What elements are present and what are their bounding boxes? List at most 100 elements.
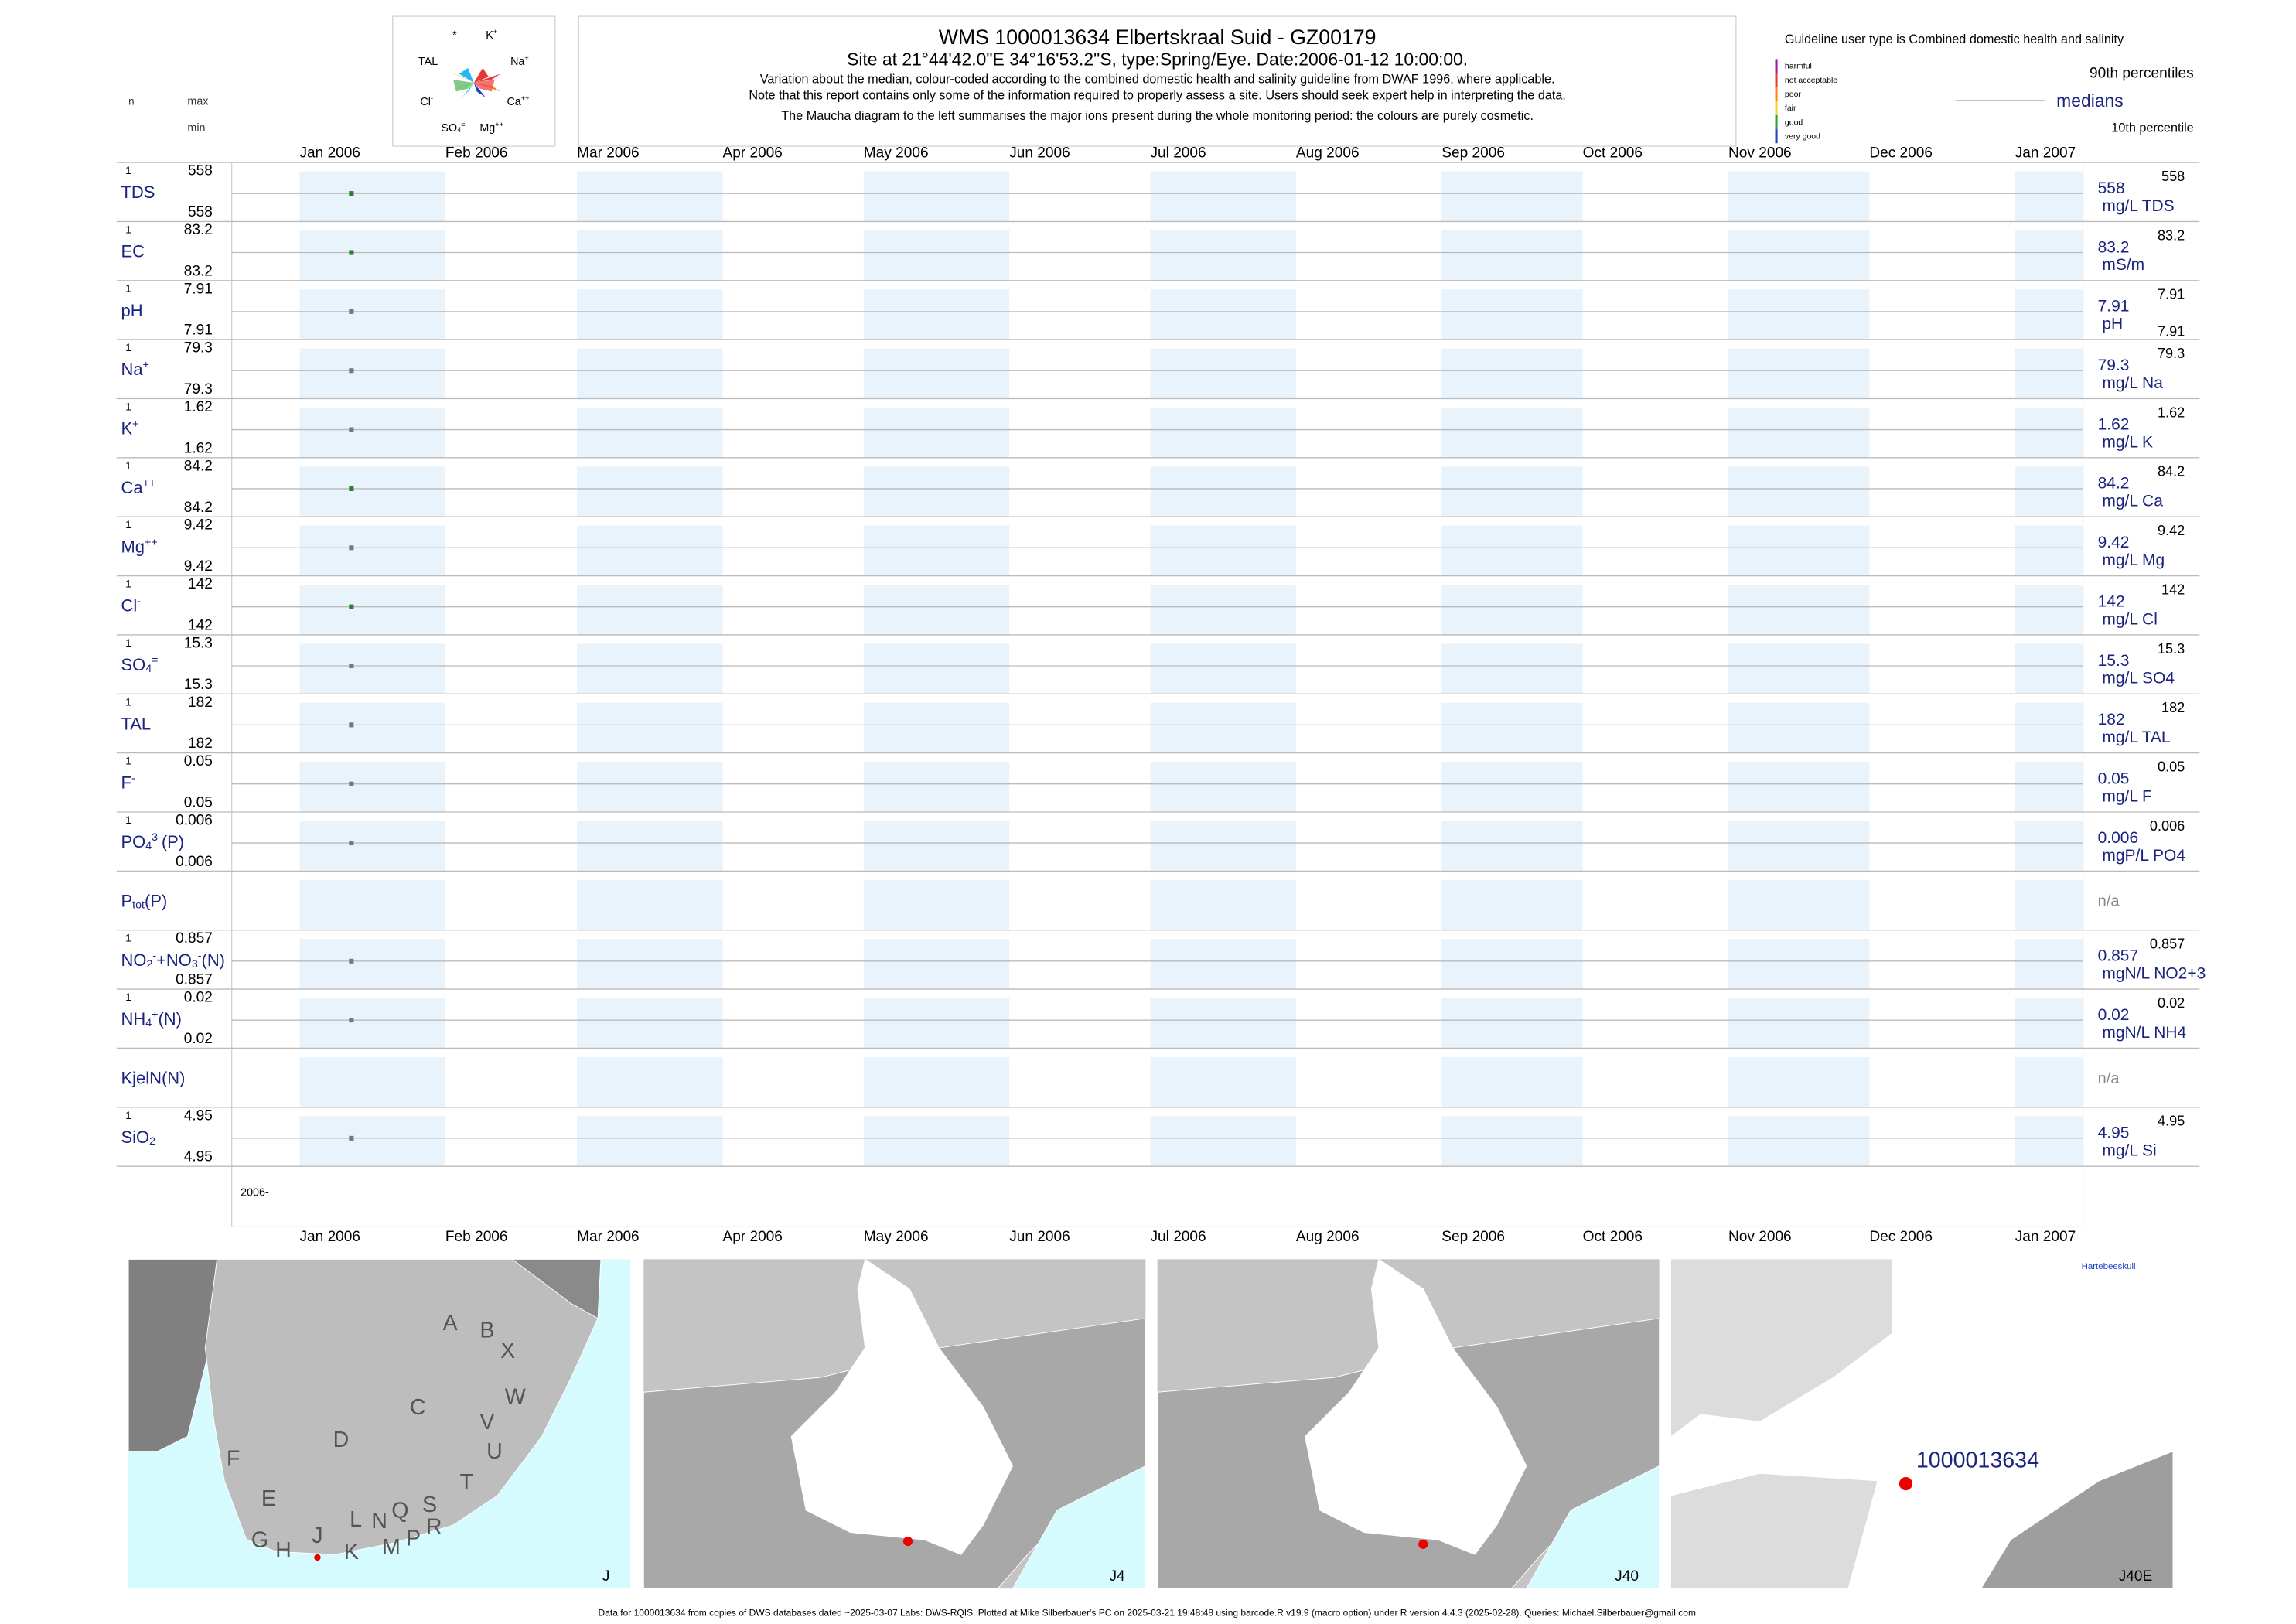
row-n: 1	[125, 460, 131, 472]
row-label: PO43-(P)	[121, 832, 185, 852]
row-max: 9.42	[184, 517, 213, 534]
month-band	[577, 998, 723, 1049]
label-part: K	[486, 29, 493, 42]
month-band	[299, 466, 445, 517]
month-band	[299, 525, 445, 576]
n-header: n	[128, 95, 134, 107]
row-median: 7.91	[2098, 298, 2130, 316]
row-max: 79.3	[184, 340, 213, 357]
month-band	[1150, 466, 1296, 517]
label-part: ++	[495, 121, 503, 129]
month-band	[863, 643, 1010, 694]
month-band	[2015, 289, 2083, 340]
row-n: 1	[125, 1110, 131, 1121]
x-tick-label: Sep 2006	[1441, 1229, 1505, 1245]
row-median: 182	[2098, 711, 2125, 728]
month-band	[577, 1056, 723, 1107]
row-p90: 1.62	[2158, 404, 2185, 420]
label-part: 3	[192, 958, 198, 971]
month-band	[863, 762, 1010, 812]
x-tick-label: Apr 2006	[722, 1229, 782, 1245]
label-part: Cl	[420, 96, 431, 108]
site-dot	[1418, 1539, 1428, 1549]
maucha-label: Cl-	[420, 94, 433, 107]
row-label: pH	[121, 301, 143, 320]
month-band	[1441, 585, 1583, 635]
label-part: ++	[143, 477, 156, 490]
region-letter: S	[422, 1493, 437, 1517]
sample-point	[349, 722, 354, 728]
x-tick-label: Jan 2006	[300, 145, 361, 162]
label-part: 4	[145, 1017, 152, 1029]
label-part: SO	[441, 122, 457, 135]
month-band	[1441, 1056, 1583, 1107]
month-band	[863, 1056, 1010, 1107]
row-median: 0.006	[2098, 829, 2139, 847]
row-unit: mg/L TDS	[2102, 197, 2174, 215]
row-min: 4.95	[184, 1149, 213, 1165]
month-band	[863, 585, 1010, 635]
map-land	[1980, 1450, 2174, 1589]
row-max: 15.3	[184, 635, 213, 651]
month-band	[1728, 998, 1870, 1049]
row-n: 1	[125, 933, 131, 944]
region-letter: T	[459, 1470, 473, 1495]
label-part: *	[452, 29, 457, 42]
legend-label: not acceptable	[1785, 77, 1837, 85]
map-sea	[1012, 1465, 1146, 1589]
map-land	[510, 1258, 602, 1319]
x-tick-label: Aug 2006	[1296, 145, 1360, 162]
month-band	[1728, 466, 1870, 517]
month-band	[1150, 879, 1296, 930]
row-min: 0.05	[184, 795, 213, 811]
month-band	[1150, 1056, 1296, 1107]
region-letter: H	[275, 1538, 292, 1563]
month-band	[577, 466, 723, 517]
sample-point	[349, 545, 354, 551]
sample-point	[349, 486, 354, 491]
row-unit: mgN/L NH4	[2102, 1024, 2186, 1042]
x-tick-label: Feb 2006	[445, 1229, 508, 1245]
sample-point	[349, 1135, 354, 1141]
row-median: 84.2	[2098, 475, 2130, 493]
row-unit: mgP/L PO4	[2102, 847, 2185, 865]
label-part: -	[137, 595, 141, 608]
label-part: SO	[121, 655, 146, 674]
month-band	[577, 762, 723, 812]
month-band	[1150, 230, 1296, 281]
month-band	[1150, 702, 1296, 753]
row-unit: pH	[2102, 316, 2123, 333]
month-band	[1728, 289, 1870, 340]
map-land	[204, 1258, 602, 1555]
month-band	[577, 879, 723, 930]
label-part: Na	[510, 56, 524, 68]
sample-point	[349, 191, 354, 196]
legend-label: poor	[1785, 90, 1801, 99]
row-p90: 558	[2161, 169, 2185, 184]
label-part: Na	[121, 360, 144, 379]
median-label: medians	[2056, 90, 2124, 111]
note: Variation about the median, colour-coded…	[760, 72, 1555, 86]
row-n: 1	[125, 814, 131, 826]
x-tick-label: May 2006	[864, 145, 929, 162]
legend-label: very good	[1785, 132, 1820, 141]
label-part: =	[461, 121, 465, 129]
row-label: F-	[121, 773, 135, 792]
label-part: KjelN(N)	[121, 1068, 186, 1087]
region-letter: L	[350, 1507, 362, 1532]
row-label: K+	[121, 418, 139, 438]
month-band	[577, 407, 723, 458]
month-band	[1728, 1116, 1870, 1167]
x-tick-label: Oct 2006	[1583, 145, 1643, 162]
month-band	[1150, 585, 1296, 635]
row-p90: 15.3	[2158, 641, 2185, 657]
row-median: 0.857	[2098, 947, 2139, 965]
row-max: 7.91	[184, 281, 213, 297]
month-band	[863, 466, 1010, 517]
row-max: 142	[188, 576, 213, 592]
month-band	[577, 289, 723, 340]
region-letter: B	[479, 1319, 494, 1343]
month-band	[577, 643, 723, 694]
row-label: SiO2	[121, 1128, 156, 1148]
